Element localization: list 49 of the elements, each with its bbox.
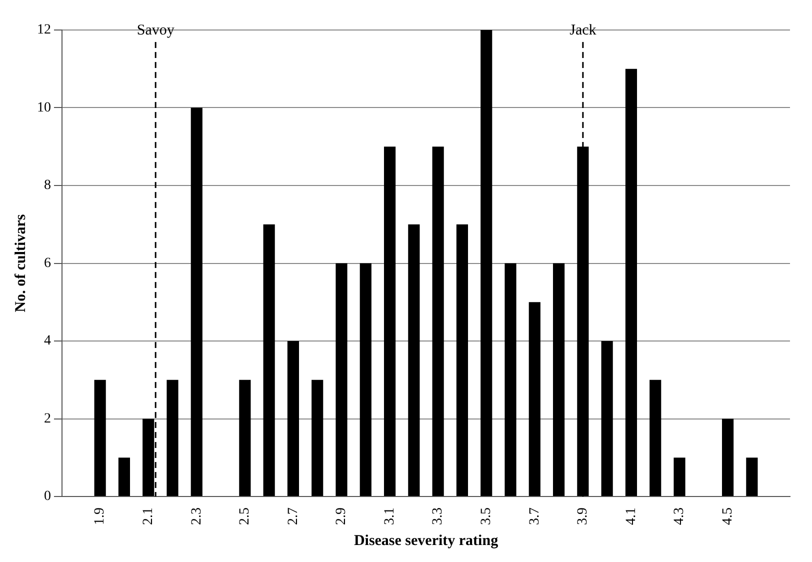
x-tick-label: 2.9 [334, 508, 350, 525]
bar [287, 341, 300, 496]
ref-line-label: Jack [570, 22, 597, 38]
x-tick-label: 4.3 [672, 508, 688, 525]
y-tick-label: 8 [44, 178, 51, 194]
bar [625, 68, 638, 496]
bar [456, 224, 468, 496]
x-tick-label: 3.7 [527, 508, 542, 525]
bar [552, 263, 565, 496]
x-tick-label: 2.3 [189, 508, 204, 525]
x-tick-label: 2.1 [141, 508, 156, 525]
y-axis-title: No. of cultivars [12, 214, 29, 312]
bar [746, 458, 758, 496]
x-tick-label: 1.9 [92, 508, 108, 525]
bar [336, 263, 348, 496]
bar [528, 302, 540, 496]
ref-line-label: Savoy [136, 22, 175, 38]
y-tick-label: 10 [37, 100, 51, 116]
bar [601, 341, 613, 496]
bar [650, 380, 662, 496]
x-tick-label: 3.1 [382, 508, 398, 525]
bar [408, 224, 420, 496]
bar [263, 224, 275, 496]
bar [239, 380, 251, 496]
x-tick-label: 4.1 [624, 508, 639, 525]
bar [674, 458, 686, 496]
x-tick-label: 4.5 [720, 508, 736, 525]
bar [480, 30, 492, 496]
x-tick-label: 3.5 [479, 508, 494, 525]
x-axis-title: Disease severity rating [354, 532, 499, 549]
bar [432, 146, 444, 496]
x-tick-label: 3.9 [576, 508, 591, 525]
bar [166, 380, 178, 496]
bar [190, 108, 202, 496]
bar [312, 380, 324, 496]
bar [722, 418, 734, 496]
bar [384, 146, 396, 496]
bar [360, 263, 372, 496]
x-tick-label: 3.3 [430, 508, 446, 525]
x-tick-label: 2.5 [238, 508, 253, 525]
bar [118, 458, 130, 496]
y-tick-label: 6 [44, 256, 51, 271]
x-tick-label: 2.7 [286, 508, 301, 525]
y-tick-label: 4 [44, 334, 51, 349]
bar [94, 380, 106, 496]
y-tick-label: 0 [44, 489, 51, 504]
y-tick-label: 12 [37, 22, 51, 38]
bar [504, 263, 516, 496]
y-tick-label: 2 [44, 411, 51, 426]
